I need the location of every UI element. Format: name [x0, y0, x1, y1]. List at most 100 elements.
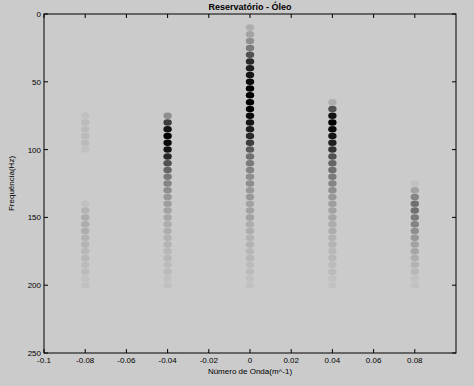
cell: [328, 214, 336, 221]
cell: [81, 140, 89, 147]
cell: [163, 201, 171, 208]
cell: [246, 65, 254, 72]
cell: [163, 228, 171, 235]
background: [0, 0, 474, 386]
x-tick: [208, 14, 209, 18]
x-tick: [373, 14, 374, 18]
cell: [246, 99, 254, 106]
cell: [246, 119, 254, 126]
cell: [163, 45, 171, 52]
cell: [411, 201, 419, 208]
cell: [81, 228, 89, 235]
cell: [163, 194, 171, 201]
cell: [246, 228, 254, 235]
cell: [81, 106, 89, 113]
cell: [163, 58, 171, 65]
y-tick-label: 50: [32, 78, 41, 87]
cell: [163, 173, 171, 180]
x-tick: [85, 349, 86, 353]
cell: [411, 180, 419, 187]
cell: [246, 187, 254, 194]
cell: [328, 146, 336, 153]
y-tick: [44, 285, 48, 286]
cell: [246, 126, 254, 133]
cell: [81, 99, 89, 106]
cell: [411, 24, 419, 31]
cell: [163, 187, 171, 194]
cell: [81, 72, 89, 79]
x-tick-label: -0.06: [117, 356, 136, 365]
y-tick: [44, 149, 48, 150]
cell: [411, 255, 419, 262]
cell: [246, 45, 254, 52]
y-tick: [452, 149, 456, 150]
cell: [411, 106, 419, 113]
cell: [81, 146, 89, 153]
cell: [163, 72, 171, 79]
cell: [163, 153, 171, 160]
x-tick-label: 0.02: [283, 356, 299, 365]
cell: [163, 262, 171, 269]
cell: [81, 160, 89, 167]
cell: [81, 275, 89, 282]
cell: [81, 268, 89, 275]
cell: [81, 85, 89, 92]
cell: [246, 255, 254, 262]
cell: [246, 275, 254, 282]
cell: [246, 207, 254, 214]
cell: [411, 187, 419, 194]
cell: [81, 241, 89, 248]
cell: [81, 201, 89, 208]
cell: [163, 112, 171, 119]
cell: [163, 133, 171, 140]
x-tick: [414, 14, 415, 18]
cell: [246, 92, 254, 99]
cell: [411, 140, 419, 147]
cell: [328, 255, 336, 262]
cell: [81, 51, 89, 58]
cell: [328, 51, 336, 58]
cell: [163, 38, 171, 45]
cell: [328, 31, 336, 38]
y-tick: [452, 217, 456, 218]
cell: [411, 126, 419, 133]
cell: [411, 228, 419, 235]
x-tick: [291, 349, 292, 353]
cell: [163, 234, 171, 241]
cell: [81, 194, 89, 201]
x-tick: [414, 349, 415, 353]
cell: [411, 173, 419, 180]
cell: [411, 51, 419, 58]
y-tick: [452, 81, 456, 82]
x-tick-label: 0.04: [325, 356, 341, 365]
cell: [81, 38, 89, 45]
x-tick: [85, 14, 86, 18]
cell: [163, 106, 171, 113]
cell: [246, 38, 254, 45]
cell: [411, 58, 419, 65]
x-tick-label: -0.04: [158, 356, 177, 365]
cell: [328, 167, 336, 174]
cell: [81, 262, 89, 269]
cell: [81, 45, 89, 52]
cell: [328, 92, 336, 99]
cell: [163, 160, 171, 167]
y-tick-label: 250: [28, 349, 42, 358]
cell: [411, 146, 419, 153]
cell: [328, 99, 336, 106]
title: Reservatório - Óleo: [208, 1, 292, 12]
cells: [81, 24, 419, 288]
cell: [246, 106, 254, 113]
cell: [163, 282, 171, 289]
cell: [246, 58, 254, 65]
cell: [411, 160, 419, 167]
cell: [81, 24, 89, 31]
cell: [246, 79, 254, 86]
cell: [163, 99, 171, 106]
cell: [411, 282, 419, 289]
cell: [246, 282, 254, 289]
y-tick: [44, 353, 48, 354]
cell: [246, 241, 254, 248]
cell: [246, 221, 254, 228]
cell: [246, 72, 254, 79]
